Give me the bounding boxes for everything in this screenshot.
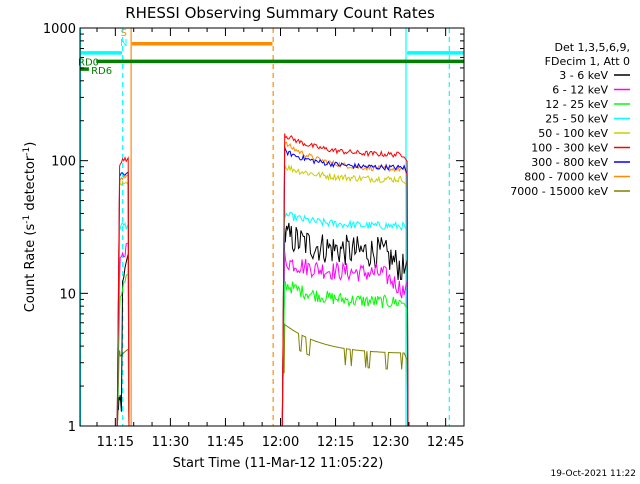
plot-frame [79,27,465,427]
generation-timestamp: 19-Oct-2021 11:22 [551,469,636,479]
series-trace [116,253,130,427]
legend-entry-label: 6 - 12 keV [552,84,608,97]
x-axis-title: Start Time (11-Mar-12 11:05:22) [173,456,384,471]
series-trace [281,251,409,427]
series-trace [281,164,409,427]
y-axis-title: Count Rate (s-1 detector-1) [22,142,38,313]
legend-entry-label: 25 - 50 keV [545,113,608,126]
y-tick-label: 1 [68,420,76,435]
legend-entry-label: 12 - 25 keV [545,98,608,111]
legend-entry-label: 7000 - 15000 keV [510,185,608,198]
legend-entry-label: 800 - 7000 keV [524,171,608,184]
x-tick-label: 11:45 [207,435,244,450]
series-trace [281,210,409,427]
legend-entry-label: 300 - 800 keV [531,156,608,169]
series-3-6-kev [116,222,409,427]
legend-entry-label: 50 - 100 keV [538,127,608,140]
legend-entry-label: 3 - 6 keV [559,69,608,82]
x-tick-label: 11:15 [97,435,134,450]
series-trace [116,156,130,427]
legend-header-line: Det 1,3,5,6,9, [554,41,630,54]
y-tick-label: 10 [59,287,76,302]
x-tick-label: 12:00 [262,435,299,450]
x-tick-label: 12:30 [372,435,409,450]
flag-label-rd6: RD6 [91,66,112,77]
legend-entry-label: 100 - 300 keV [531,142,608,155]
y-tick-label: 1000 [43,22,76,37]
x-tick-label: 12:45 [427,435,464,450]
flag-label-n: N [120,38,127,49]
y-tick-label: 100 [51,155,76,170]
series-100-300-kev [116,133,409,427]
flag-label-s: S [121,28,127,39]
chart-title: RHESSI Observing Summary Count Rates [125,4,435,22]
x-tick-label: 11:30 [152,435,189,450]
legend-header-line: FDecim 1, Att 0 [545,55,630,68]
series-trace [281,281,409,427]
x-tick-label: 12:15 [317,435,354,450]
series-trace [281,146,409,427]
series-trace [281,222,409,427]
flag-label-rd0: RD0 [78,57,99,68]
series-trace [281,133,409,427]
series-trace [281,322,409,427]
